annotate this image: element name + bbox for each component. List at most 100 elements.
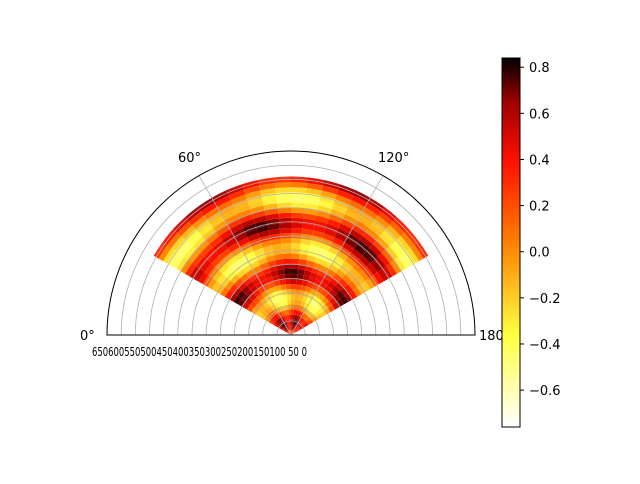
heatmap-cell-313 [258, 177, 275, 181]
heatmap-cell-263 [262, 198, 278, 206]
heatmap-cell-152 [265, 255, 276, 263]
heatmap-cell-280 [217, 200, 233, 212]
heatmap-cell-145 [291, 258, 299, 265]
heatmap-cell-317 [323, 179, 340, 185]
heatmap-cell-354 [270, 304, 276, 311]
heatmap-cell-420 [198, 272, 209, 285]
heatmap-cell-496 [299, 318, 305, 324]
heatmap-cell-495 [298, 317, 303, 323]
heatmap-cell-104 [285, 278, 291, 285]
heatmap-cell-293 [259, 182, 276, 191]
heatmap-cell-620 [362, 207, 378, 220]
heatmap-cell-402 [226, 270, 237, 281]
heatmap-cell-586 [353, 244, 367, 256]
heatmap-cell-177 [309, 245, 320, 253]
heatmap-cell-518 [317, 307, 324, 315]
heatmap-cell-30 [280, 316, 285, 322]
heatmap-cell-127 [303, 270, 312, 277]
heatmap-cell-373 [253, 289, 262, 298]
heatmap-cell-457 [184, 228, 199, 243]
heatmap-cell-72 [278, 295, 284, 302]
heatmap-cell-286 [305, 188, 322, 196]
heatmap-cell-298 [336, 189, 354, 201]
heatmap-cell-431 [196, 256, 208, 270]
heatmap-cell-147 [305, 260, 315, 268]
heatmap-cell-204 [279, 227, 291, 234]
heatmap-cell-444 [216, 224, 230, 237]
heatmap-cell-442 [196, 240, 210, 254]
heatmap-cell-639 [418, 241, 429, 257]
heatmap-cell-102 [273, 280, 281, 287]
heatmap-cell-468 [188, 211, 205, 226]
heatmap-cell-105 [291, 278, 297, 285]
heatmap-cell-150 [250, 260, 260, 269]
heatmap-cell-544 [340, 296, 349, 305]
heatmap-cell-443 [205, 231, 220, 245]
heatmap-cell-622 [386, 225, 401, 240]
heatmap-cell-230 [229, 223, 244, 234]
heatmap-cell-290 [214, 195, 231, 208]
heatmap-cell-71 [274, 296, 280, 303]
heatmap-cell-94 [285, 284, 291, 290]
heatmap-cell-537 [328, 289, 337, 298]
heatmap-cell-340 [268, 320, 275, 325]
heatmap-cell-98 [305, 286, 312, 294]
heatmap-cell-635 [369, 197, 385, 208]
heatmap-cell-545 [324, 273, 333, 282]
heatmap-cell-158 [314, 257, 325, 266]
heatmap-cell-617 [383, 228, 398, 243]
heatmap-cell-244 [277, 207, 291, 214]
grid-ring-1 [120, 164, 462, 336]
heatmap-cell-209 [332, 237, 345, 247]
heatmap-cell-427 [207, 251, 220, 264]
heatmap-cell-107 [301, 280, 309, 287]
heatmap-cell-396 [225, 280, 235, 291]
heatmap-cell-316 [307, 177, 324, 181]
heatmap-cell-335 [273, 323, 279, 328]
heatmap-cell-144 [283, 258, 291, 265]
heatmap-cell-391 [229, 283, 238, 294]
heatmap-cell-83 [281, 289, 287, 296]
heatmap-cell-469 [201, 202, 218, 216]
grid-spoke-1 [290, 175, 384, 336]
heatmap-cell-513 [313, 311, 320, 318]
heatmap-cell-372 [249, 293, 257, 301]
heatmap-cell-175 [291, 243, 301, 249]
heatmap-cell-458 [195, 219, 211, 233]
heatmap-cell-261 [235, 204, 251, 214]
heatmap-cell-60 [273, 302, 279, 309]
heatmap-cell-605 [354, 220, 369, 232]
heatmap-cell-291 [228, 189, 246, 201]
heatmap-cell-462 [181, 225, 196, 240]
heatmap-cell-393 [239, 273, 250, 282]
heatmap-cell-425 [193, 269, 205, 282]
heatmap-cell-294 [275, 182, 291, 189]
heatmap-cell-320 [286, 332, 291, 335]
heatmap-cell-118 [308, 276, 316, 284]
grid-ring-10 [248, 292, 334, 336]
heatmap-cell-5 [291, 329, 292, 335]
heatmap-cell-189 [328, 246, 340, 256]
heatmap-cell-487 [294, 327, 299, 332]
heatmap-cell-522 [318, 300, 326, 308]
heatmap-cell-259 [342, 213, 358, 225]
heatmap-cell-282 [245, 190, 262, 200]
heatmap-cell-48 [297, 310, 302, 317]
heatmap-cell-636 [383, 206, 398, 218]
heatmap-cell-397 [230, 274, 240, 284]
heatmap-cell-271 [232, 199, 249, 210]
heatmap-cell-386 [233, 287, 242, 297]
heatmap-cell-302 [242, 180, 260, 190]
heatmap-cell-411 [212, 270, 223, 282]
heatmap-cell-612 [379, 232, 394, 247]
heatmap-cell-325 [282, 329, 287, 333]
heatmap-cell-79 [305, 297, 312, 305]
heatmap-cell-555 [329, 264, 339, 274]
heatmap-cell-611 [368, 223, 384, 237]
heatmap-cell-433 [212, 240, 226, 252]
heatmap-cell-627 [389, 221, 405, 237]
heatmap-cell-301 [226, 184, 244, 196]
heatmap-cell-265 [291, 197, 306, 204]
heatmap-cell-570 [336, 251, 348, 261]
heatmap-cell-554 [348, 290, 358, 300]
